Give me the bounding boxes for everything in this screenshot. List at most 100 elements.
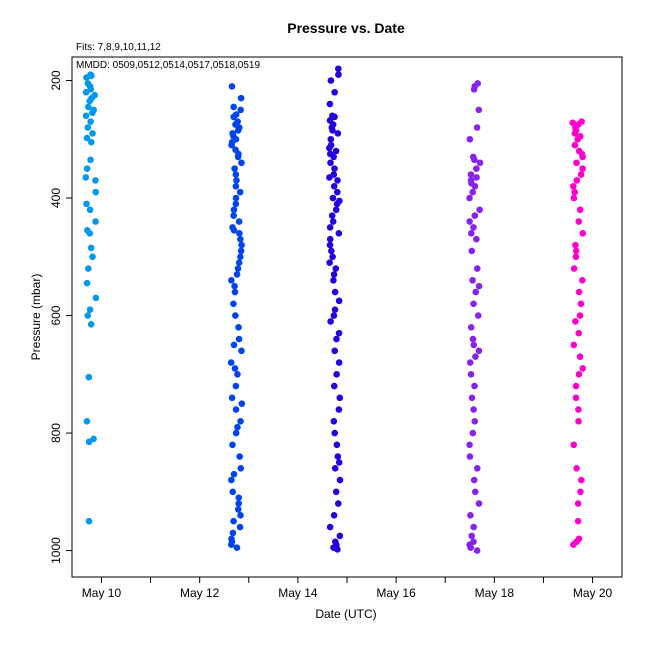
data-point [228, 141, 235, 149]
data-point [572, 247, 580, 255]
x-tick-label: May 10 [82, 586, 122, 600]
data-point [92, 294, 100, 302]
data-point [576, 312, 584, 319]
data-point [475, 106, 483, 114]
data-point [328, 247, 335, 255]
data-point [234, 506, 242, 513]
data-point [333, 441, 341, 449]
data-point [83, 279, 91, 287]
data-point [232, 382, 240, 390]
data-point [570, 341, 578, 349]
y-tick-label: 600 [49, 305, 63, 325]
data-point [231, 365, 239, 372]
data-point [575, 406, 582, 413]
data-point [466, 359, 474, 366]
data-point [232, 406, 240, 413]
data-point [470, 341, 478, 349]
data-point [473, 547, 481, 554]
data-point [235, 494, 243, 501]
data-point [470, 86, 478, 93]
data-point [330, 271, 338, 278]
data-point [92, 188, 100, 196]
data-point [229, 441, 236, 449]
data-point [334, 130, 342, 137]
data-point [235, 323, 242, 331]
data-point [471, 382, 478, 390]
data-point [577, 171, 585, 178]
data-point [579, 153, 586, 161]
data-point [469, 188, 476, 196]
plot-frame [71, 56, 623, 578]
data-point [83, 74, 90, 81]
x-axis-title: Date (UTC) [315, 607, 376, 621]
data-point [579, 276, 586, 284]
data-point [577, 488, 584, 496]
data-point [88, 138, 95, 146]
data-point [332, 265, 340, 272]
data-point [466, 194, 473, 202]
data-point [329, 194, 337, 202]
data-point [332, 147, 340, 155]
x-tick-label: May 14 [278, 586, 318, 600]
data-point [234, 423, 241, 431]
data-point [336, 394, 344, 402]
data-point [471, 488, 479, 496]
data-point [332, 206, 340, 214]
data-point [472, 353, 479, 360]
data-point [474, 312, 482, 319]
data-point [329, 127, 336, 134]
data-point [576, 353, 584, 360]
data-point [467, 229, 475, 237]
data-point [470, 300, 477, 308]
data-point [473, 174, 480, 181]
data-point [234, 153, 242, 161]
data-point [231, 165, 238, 172]
data-point [577, 300, 585, 308]
data-point [575, 218, 583, 225]
data-point [469, 335, 477, 343]
data-point [228, 276, 235, 284]
data-point [232, 429, 240, 437]
data-point [467, 544, 474, 551]
data-point [232, 182, 240, 190]
data-point [572, 318, 579, 325]
data-point [572, 382, 580, 390]
data-point [331, 288, 339, 296]
data-point [572, 394, 580, 402]
data-point [329, 218, 337, 225]
data-point [84, 124, 92, 131]
data-point [333, 370, 340, 378]
data-point [471, 182, 479, 190]
data-point [326, 235, 334, 243]
data-point [89, 109, 96, 117]
data-point [85, 517, 93, 525]
data-point [575, 417, 582, 425]
data-point [237, 512, 244, 519]
data-point [84, 265, 92, 272]
data-point [575, 329, 583, 337]
data-point [469, 429, 477, 437]
data-point [466, 453, 474, 460]
data-point [330, 417, 338, 425]
data-point [82, 112, 90, 120]
data-point [232, 194, 240, 202]
data-point [334, 453, 342, 460]
data-point [326, 523, 334, 531]
data-point [470, 406, 477, 413]
data-point [238, 241, 245, 249]
data-point [234, 370, 241, 378]
data-point [238, 400, 246, 407]
data-point [326, 224, 334, 231]
data-point [87, 244, 95, 252]
y-tick-label: 1000 [49, 537, 63, 564]
data-point [572, 241, 579, 249]
data-point [233, 177, 240, 184]
data-point [579, 165, 586, 172]
data-point [83, 134, 91, 142]
data-point [331, 88, 338, 96]
data-point [473, 165, 480, 172]
data-point [579, 229, 587, 237]
y-tick-label: 200 [49, 70, 63, 90]
data-point [574, 500, 582, 507]
data-point [466, 441, 473, 449]
